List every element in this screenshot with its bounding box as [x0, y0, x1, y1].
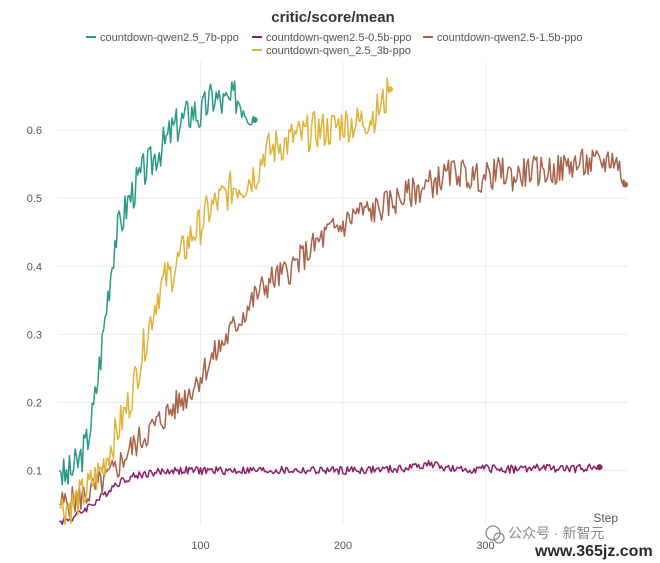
- x-tick-label: 100: [191, 540, 209, 552]
- wechat-icon-inner: [493, 532, 505, 544]
- series-line: [59, 460, 600, 526]
- series-line: [58, 80, 256, 486]
- series-end-point: [622, 181, 629, 188]
- y-tick-label: 0.5: [27, 193, 42, 205]
- y-tick-label: 0.2: [27, 397, 42, 409]
- x-axis: 100 200 300: [191, 540, 494, 552]
- series-line: [59, 148, 626, 518]
- watermark-url: www.365jz.com: [534, 543, 653, 560]
- y-tick-label: 0.4: [27, 261, 42, 273]
- legend-label: countdown-qwen_2.5_3b-ppo: [266, 45, 411, 57]
- y-tick-label: 0.3: [27, 329, 42, 341]
- watermark-text: 公众号 · 新智元: [508, 525, 604, 541]
- x-tick-label: 200: [334, 540, 352, 552]
- series-end-point: [596, 464, 603, 471]
- series-group: [58, 77, 629, 526]
- y-axis: 0.1 0.2 0.3 0.4 0.5 0.6: [27, 125, 42, 477]
- legend-label: countdown-qwen2.5_7b-ppo: [100, 32, 239, 44]
- legend-label: countdown-qwen2.5-0.5b-ppo: [266, 32, 412, 44]
- legend: countdown-qwen2.5_7b-ppo countdown-qwen2.…: [86, 32, 583, 57]
- y-tick-label: 0.6: [27, 125, 42, 137]
- x-axis-label: Step: [593, 511, 618, 525]
- series-line: [59, 77, 391, 526]
- series-end-point: [387, 86, 394, 93]
- legend-label: countdown-qwen2.5-1.5b-ppo: [437, 32, 583, 44]
- x-tick-label: 300: [476, 540, 494, 552]
- chart-title: critic/score/mean: [271, 9, 394, 26]
- watermark: 公众号 · 新智元 www.365jz.com: [485, 525, 653, 560]
- series-end-point: [251, 116, 258, 123]
- y-tick-label: 0.1: [27, 466, 42, 478]
